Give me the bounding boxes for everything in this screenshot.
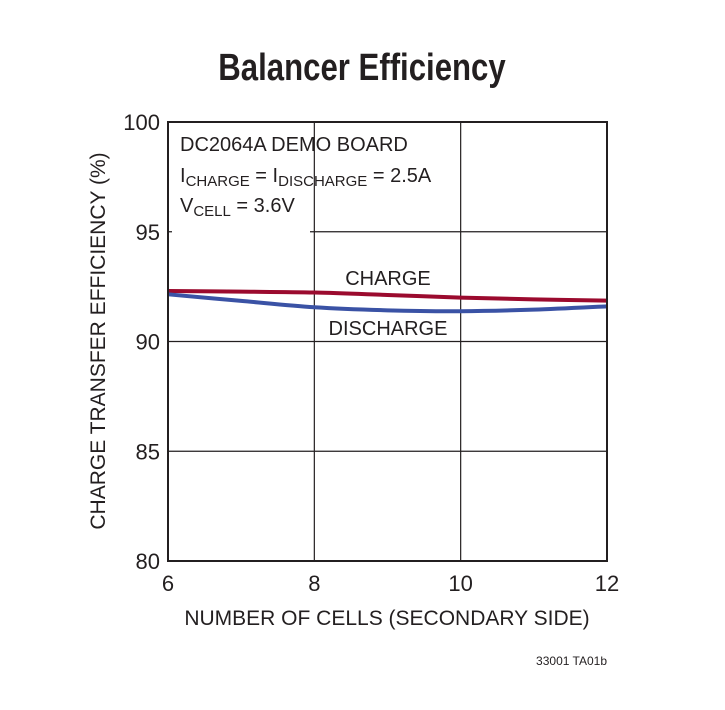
series-lines [167, 289, 608, 314]
tick-labels: 6 8 10 12 80 85 90 95 100 [123, 110, 619, 596]
plot-frame [167, 121, 608, 562]
x-axis-label: NUMBER OF CELLS (SECONDARY SIDE) [184, 607, 589, 630]
y-axis-label: CHARGE TRANSFER EFFICIENCY (%) [87, 152, 110, 529]
x-tick-label: 6 [162, 571, 174, 596]
series-label-charge: CHARGE [345, 268, 431, 290]
y-tick-label: 80 [136, 549, 160, 574]
y-tick-label: 100 [123, 110, 160, 135]
y-tick-label: 85 [136, 439, 160, 464]
series-label-discharge: DISCHARGE [329, 318, 448, 340]
footnote: 33001 TA01b [536, 654, 607, 668]
y-tick-label: 90 [136, 330, 160, 355]
x-tick-label: 8 [308, 571, 320, 596]
x-tick-label: 10 [448, 571, 472, 596]
annotation-line3: VCELL = 3.6V [180, 195, 295, 220]
series-line-charge [167, 289, 608, 303]
annotation-bg [172, 126, 310, 236]
annotation-line2: ICHARGE = IDISCHARGE = 2.5A [180, 165, 432, 190]
chart-title: Balancer Efficiency [218, 47, 506, 89]
annotation-line1: DC2064A DEMO BOARD [180, 134, 408, 156]
x-tick-label: 12 [595, 571, 619, 596]
series-line-discharge [167, 292, 608, 314]
y-tick-label: 95 [136, 220, 160, 245]
